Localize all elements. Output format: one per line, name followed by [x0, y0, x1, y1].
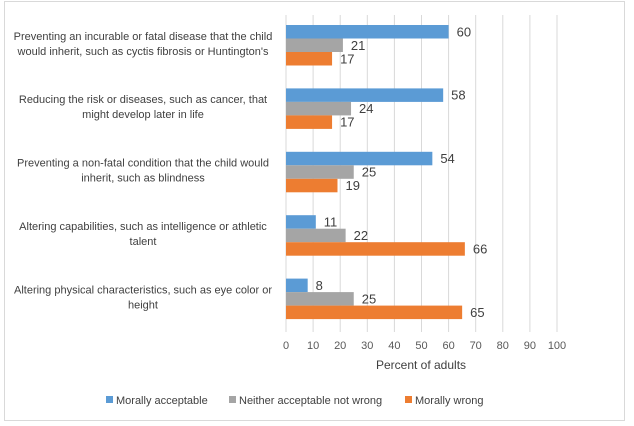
bar: [286, 151, 433, 166]
bar: [286, 88, 444, 102]
legend: Morally acceptable Neither acceptable not…: [106, 395, 483, 407]
bars: [286, 25, 465, 320]
data-label: 24: [359, 101, 373, 116]
bar: [286, 52, 333, 66]
category-labels: Preventing an incurable or fatal disease…: [14, 31, 273, 312]
legend-swatch: [229, 396, 236, 403]
category-label: might develop later in life: [82, 109, 204, 121]
data-label: 54: [440, 151, 454, 166]
data-label: 60: [457, 24, 471, 39]
x-tick-label: 40: [388, 340, 400, 352]
data-label: 22: [354, 228, 368, 243]
data-label: 66: [473, 241, 487, 256]
data-label: 65: [470, 305, 484, 320]
x-tick-label: 100: [548, 340, 566, 352]
data-label: 21: [351, 38, 365, 53]
bar: [286, 292, 354, 306]
bar: [286, 228, 346, 243]
data-label: 11: [324, 214, 338, 229]
x-axis-label: Percent of adults: [376, 358, 466, 372]
x-tick-label: 10: [307, 340, 319, 352]
bar: [286, 305, 463, 320]
category-label: Preventing an incurable or fatal disease…: [14, 31, 273, 43]
x-tick-label: 60: [442, 340, 454, 352]
bar: [286, 165, 354, 179]
bar: [286, 38, 343, 52]
bar: [286, 278, 308, 293]
category-label: Altering capabilities, such as intellige…: [19, 221, 267, 233]
bar: [286, 101, 352, 116]
x-tick-label: 50: [415, 340, 427, 352]
bar: [286, 242, 465, 256]
chart-frame: [4, 1, 625, 421]
data-label: 8: [316, 278, 323, 293]
category-label: talent: [130, 236, 157, 248]
data-label: 25: [362, 291, 376, 306]
data-label: 58: [451, 88, 465, 103]
bar: [286, 115, 333, 129]
data-label: 17: [340, 115, 354, 130]
category-label: would inherit, such as cyctis fibrosis o…: [17, 46, 269, 58]
x-tick-label: 30: [361, 340, 373, 352]
legend-label: Neither acceptable not wrong: [239, 395, 382, 407]
data-label: 17: [340, 51, 354, 66]
category-label: Altering physical characteristics, such …: [14, 284, 272, 296]
data-label: 19: [345, 178, 359, 193]
x-tick-label: 90: [524, 340, 536, 352]
legend-label: Morally wrong: [415, 395, 483, 407]
data-label: 25: [362, 165, 376, 180]
x-tick-label: 20: [334, 340, 346, 352]
legend-label: Morally acceptable: [116, 395, 208, 407]
bar: [286, 215, 316, 229]
x-tick-label: 80: [497, 340, 509, 352]
category-label: Preventing a non-fatal condition that th…: [17, 158, 269, 170]
x-tick-label: 0: [283, 340, 289, 352]
x-tick-label: 70: [470, 340, 482, 352]
category-label: inherit, such as blindness: [81, 173, 205, 185]
bar: [286, 178, 338, 193]
legend-swatch: [405, 396, 412, 403]
bar: [286, 25, 449, 39]
category-label: height: [128, 299, 158, 311]
category-label: Reducing the risk or diseases, such as c…: [19, 94, 267, 106]
legend-swatch: [106, 396, 113, 403]
x-tick-labels: 0 10 20 30 40 50 60 70 80 90 100: [283, 340, 566, 352]
